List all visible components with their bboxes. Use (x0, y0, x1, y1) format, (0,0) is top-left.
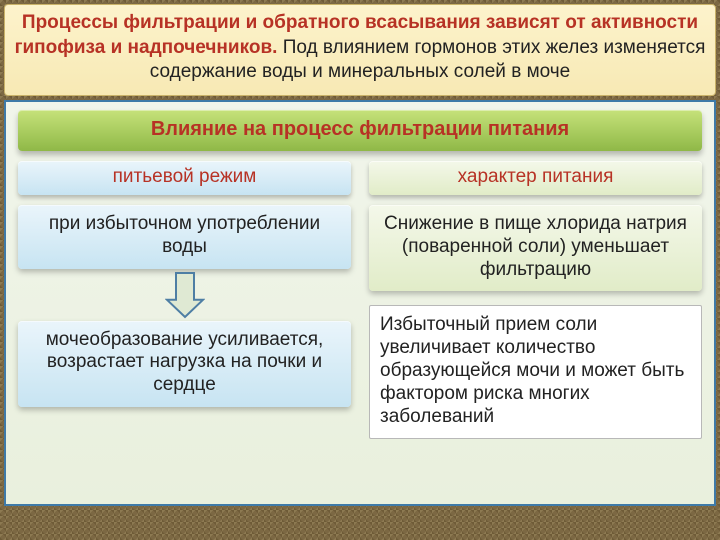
section-title: Влияние на процесс фильтрации питания (18, 110, 702, 151)
left-box-2: мочеобразование усиливается, возрастает … (18, 321, 351, 407)
right-pill: характер питания (369, 161, 702, 195)
right-box-2: Избыточный прием соли увеличивает количе… (369, 305, 702, 439)
main-panel: Влияние на процесс фильтрации питания пи… (4, 100, 716, 506)
columns: питьевой режим при избыточном употреблен… (18, 161, 702, 439)
arrow-wrap (18, 271, 351, 319)
right-box-1: Снижение в пище хлорида натрия (поваренн… (369, 205, 702, 291)
header-panel: Процессы фильтрации и обратного всасыван… (4, 4, 716, 96)
left-box-1: при избыточном употреблении воды (18, 205, 351, 269)
slide-root: Процессы фильтрации и обратного всасыван… (0, 0, 720, 540)
left-pill: питьевой режим (18, 161, 351, 195)
left-column: питьевой режим при избыточном употреблен… (18, 161, 351, 407)
down-arrow-icon (165, 271, 205, 319)
right-column: характер питания Снижение в пище хлорида… (369, 161, 702, 439)
